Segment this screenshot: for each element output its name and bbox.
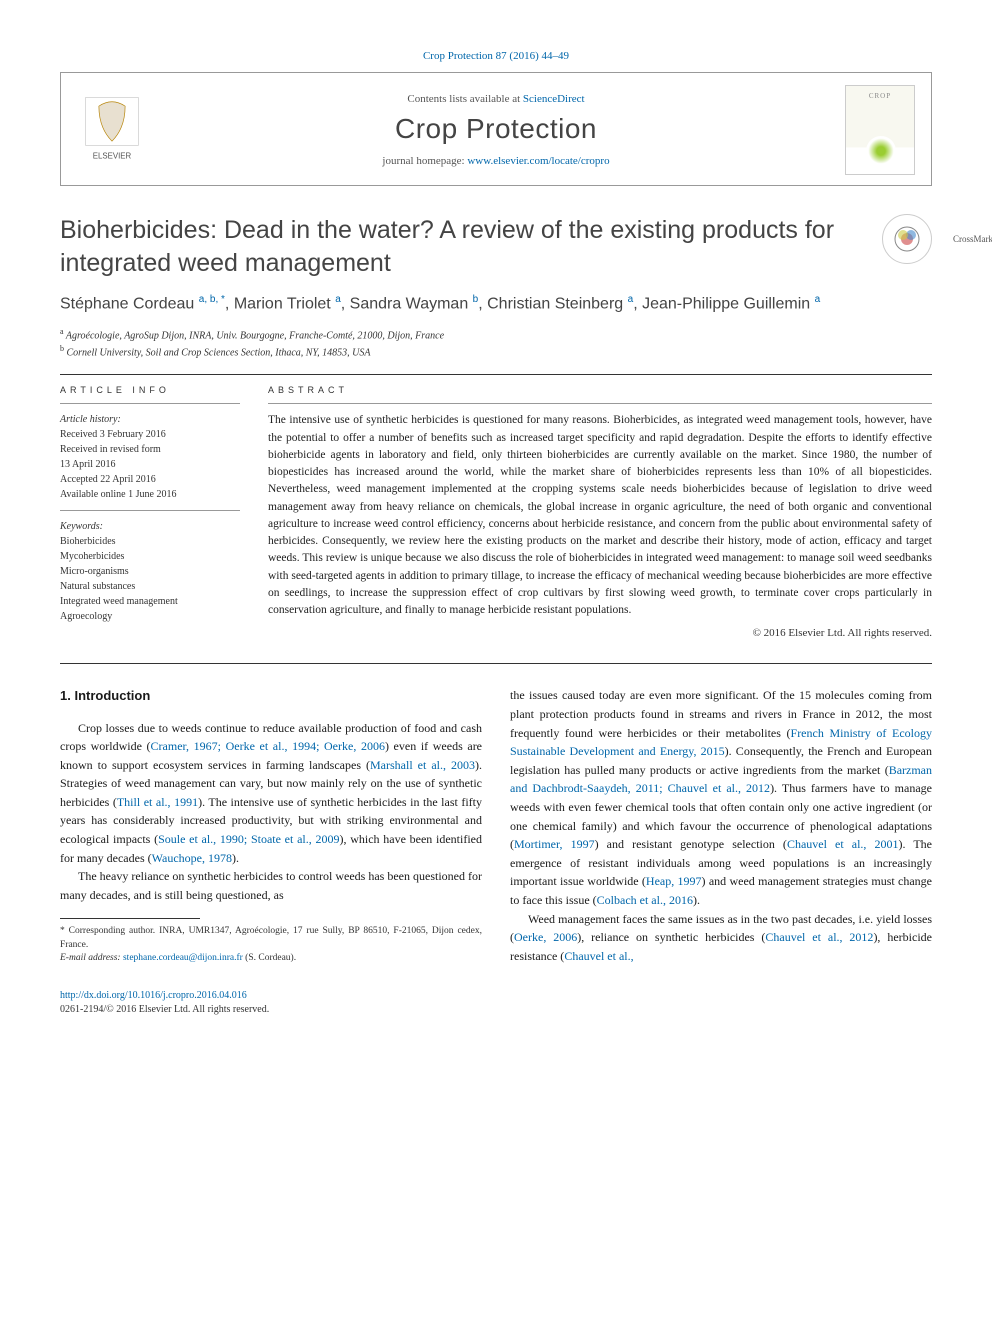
intro-heading: 1. Introduction xyxy=(60,686,482,706)
body-paragraph: the issues caused today are even more si… xyxy=(510,686,932,909)
homepage-link[interactable]: www.elsevier.com/locate/cropro xyxy=(467,155,609,167)
elsevier-logo: ELSEVIER xyxy=(77,93,147,167)
footer-block: http://dx.doi.org/10.1016/j.cropro.2016.… xyxy=(60,989,932,1017)
footnotes-block: * Corresponding author. INRA, UMR1347, A… xyxy=(60,925,482,965)
journal-name: Crop Protection xyxy=(167,113,825,145)
keyword-line: Bioherbicides xyxy=(60,534,240,549)
affiliations-block: a Agroécologie, AgroSup Dijon, INRA, Uni… xyxy=(60,326,932,361)
email-suffix: (S. Cordeau). xyxy=(243,953,296,963)
sciencedirect-link[interactable]: ScienceDirect xyxy=(523,93,585,105)
contents-available-line: Contents lists available at ScienceDirec… xyxy=(167,93,825,105)
abstract-label: ABSTRACT xyxy=(268,385,932,395)
history-line: Available online 1 June 2016 xyxy=(60,487,240,502)
article-history-block: Article history: Received 3 February 201… xyxy=(60,412,240,502)
authors-line: Stéphane Cordeau a, b, *, Marion Triolet… xyxy=(60,293,932,316)
keyword-line: Natural substances xyxy=(60,579,240,594)
history-line: Received 3 February 2016 xyxy=(60,427,240,442)
rule-bottom xyxy=(60,663,932,664)
rule-meta-1 xyxy=(60,403,240,404)
crossmark-badge[interactable] xyxy=(882,214,932,264)
issn-copyright: 0261-2194/© 2016 Elsevier Ltd. All right… xyxy=(60,1004,269,1015)
body-paragraph: Crop losses due to weeds continue to red… xyxy=(60,719,482,868)
journal-header-box: ELSEVIER Contents lists available at Sci… xyxy=(60,72,932,186)
rule-meta-2 xyxy=(60,510,240,511)
keyword-line: Agroecology xyxy=(60,609,240,624)
history-line: 13 April 2016 xyxy=(60,457,240,472)
svg-text:ELSEVIER: ELSEVIER xyxy=(93,152,132,161)
contents-prefix: Contents lists available at xyxy=(407,93,522,105)
affiliation-line: b Cornell University, Soil and Crop Scie… xyxy=(60,343,932,360)
article-info-label: ARTICLE INFO xyxy=(60,385,240,395)
doi-link[interactable]: http://dx.doi.org/10.1016/j.cropro.2016.… xyxy=(60,990,247,1001)
homepage-line: journal homepage: www.elsevier.com/locat… xyxy=(167,155,825,167)
footnote-separator xyxy=(60,918,200,919)
rule-abstract-top xyxy=(268,403,932,404)
keyword-line: Integrated weed management xyxy=(60,594,240,609)
journal-cover-thumbnail xyxy=(845,85,915,175)
history-label: Article history: xyxy=(60,412,240,427)
history-line: Received in revised form xyxy=(60,442,240,457)
keywords-block: Keywords: BioherbicidesMycoherbicidesMic… xyxy=(60,519,240,624)
body-paragraph: Weed management faces the same issues as… xyxy=(510,910,932,966)
corresponding-author-note: * Corresponding author. INRA, UMR1347, A… xyxy=(60,925,482,952)
body-column-right: the issues caused today are even more si… xyxy=(510,686,932,965)
keyword-line: Micro-organisms xyxy=(60,564,240,579)
keyword-line: Mycoherbicides xyxy=(60,549,240,564)
email-label: E-mail address: xyxy=(60,953,123,963)
affiliation-line: a Agroécologie, AgroSup Dijon, INRA, Uni… xyxy=(60,326,932,343)
article-title: Bioherbicides: Dead in the water? A revi… xyxy=(60,214,882,279)
corresponding-email-link[interactable]: stephane.cordeau@dijon.inra.fr xyxy=(123,953,243,963)
homepage-prefix: journal homepage: xyxy=(382,155,467,167)
body-column-left: 1. Introduction Crop losses due to weeds… xyxy=(60,686,482,965)
abstract-copyright: © 2016 Elsevier Ltd. All rights reserved… xyxy=(268,627,932,639)
history-line: Accepted 22 April 2016 xyxy=(60,472,240,487)
citation-header: Crop Protection 87 (2016) 44–49 xyxy=(60,50,932,62)
abstract-text: The intensive use of synthetic herbicide… xyxy=(268,412,932,619)
body-paragraph: The heavy reliance on synthetic herbicid… xyxy=(60,867,482,904)
rule-top xyxy=(60,374,932,375)
keywords-label: Keywords: xyxy=(60,519,240,534)
